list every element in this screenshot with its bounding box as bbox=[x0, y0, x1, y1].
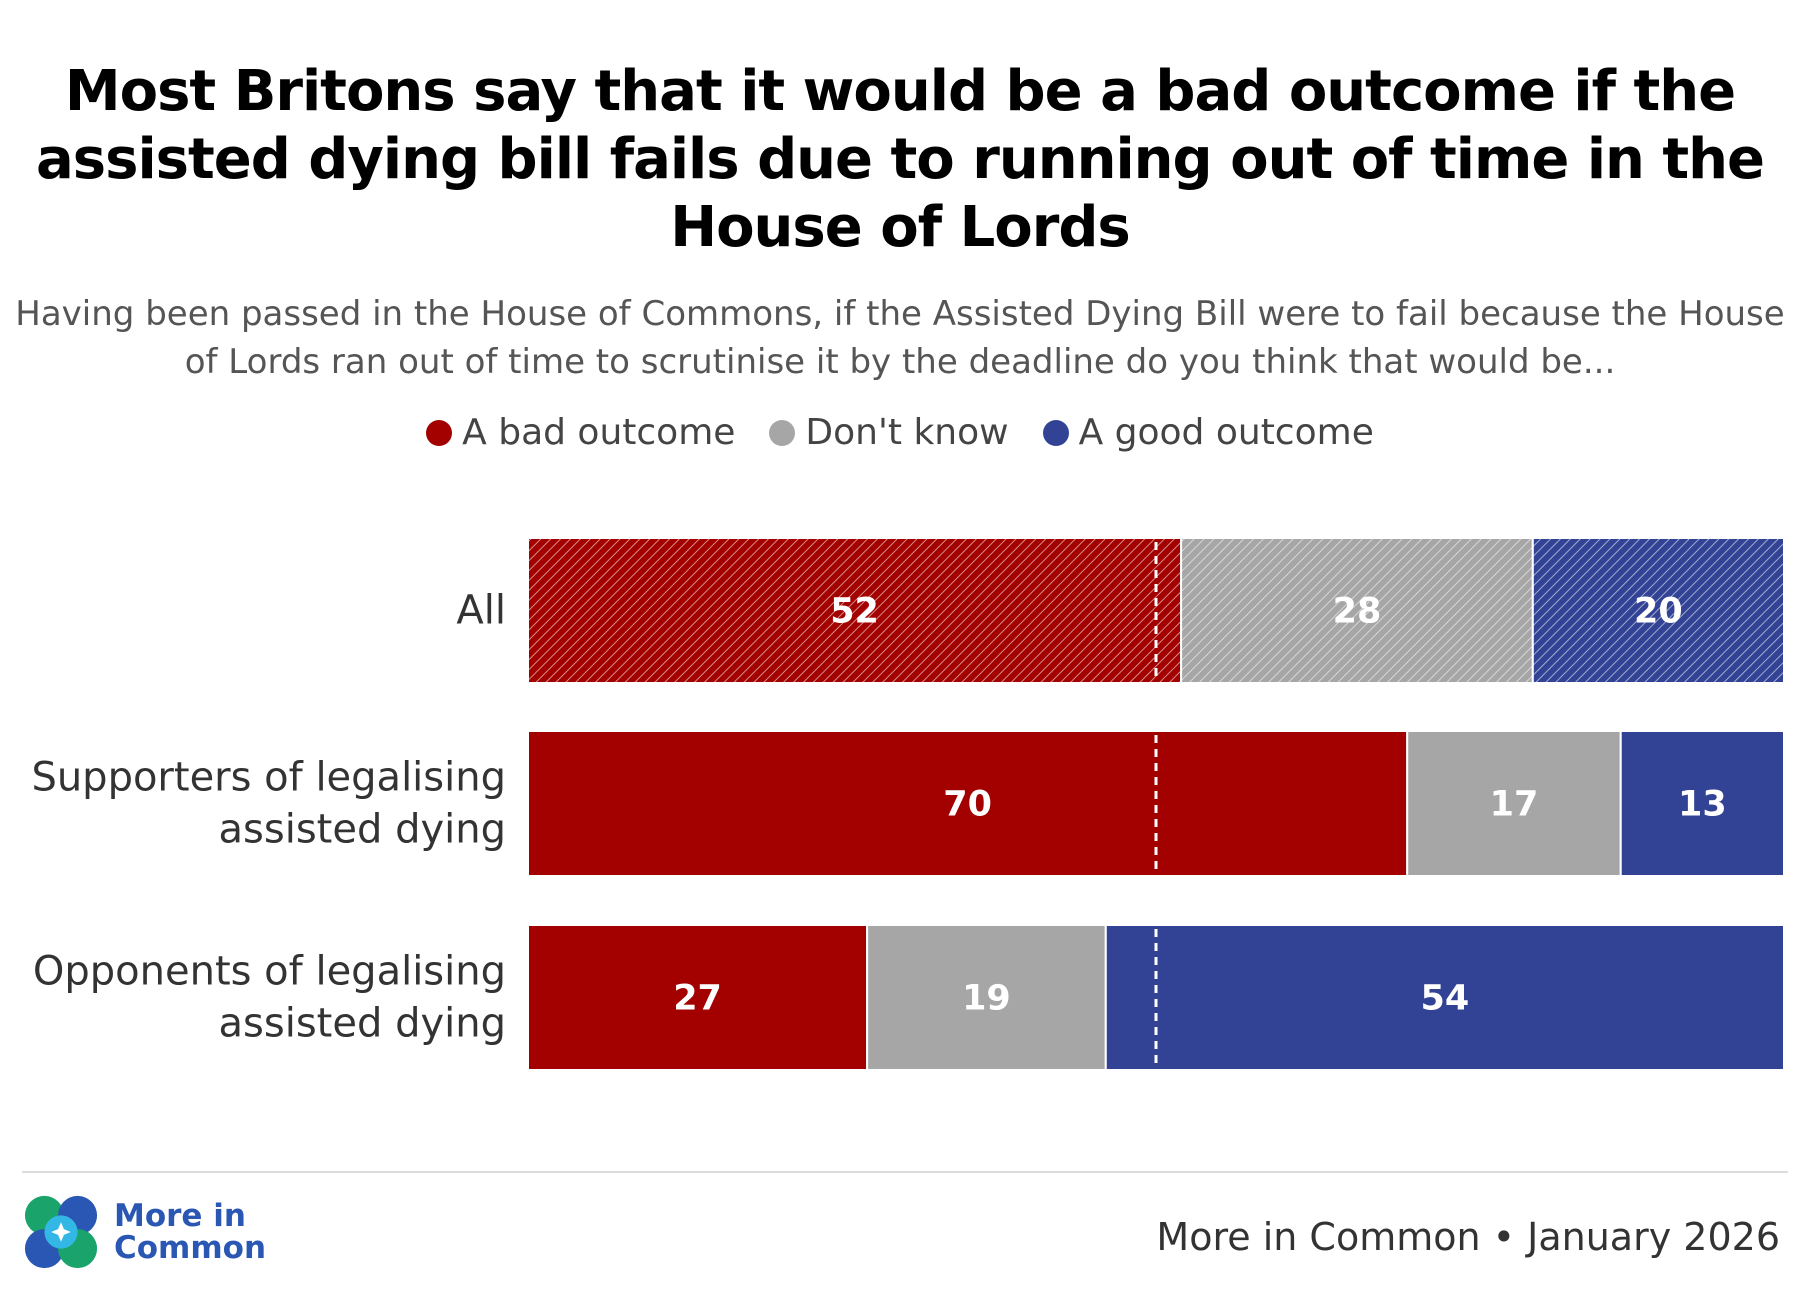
bar-value-label-good-0: 20 bbox=[1634, 592, 1683, 632]
category-label-1: Supporters of legalising assisted dying bbox=[31, 755, 506, 853]
footer-divider bbox=[22, 1171, 1788, 1173]
bar-value-label-bad-2: 27 bbox=[673, 979, 722, 1019]
logo-mark-icon bbox=[24, 1195, 98, 1269]
bar-value-label-good-1: 13 bbox=[1678, 785, 1727, 825]
bar-value-label-bad-1: 70 bbox=[943, 785, 992, 825]
legend-label-good: A good outcome bbox=[1078, 412, 1374, 453]
bar-value-label-dont-know-0: 28 bbox=[1333, 592, 1382, 632]
legend-label-bad: A bad outcome bbox=[462, 412, 736, 453]
category-label-0: All bbox=[456, 588, 506, 634]
bar-value-label-dont-know-2: 19 bbox=[962, 979, 1011, 1019]
source-credit: More in Common • January 2026 bbox=[1156, 1215, 1780, 1259]
legend-swatch-bad bbox=[426, 419, 453, 446]
legend-item-bad: A bad outcome bbox=[426, 412, 735, 453]
bar-dont-know-1 bbox=[1406, 730, 1622, 877]
legend-swatch-good bbox=[1042, 419, 1069, 446]
bar-good-1 bbox=[1619, 730, 1785, 877]
bar-dont-know-2 bbox=[866, 924, 1107, 1071]
logo-wordmark: More in Common bbox=[114, 1200, 266, 1264]
bar-value-label-bad-0: 52 bbox=[830, 592, 879, 632]
logo-line-1: More in bbox=[114, 1198, 246, 1234]
category-label-2: Opponents of legalising assisted dying bbox=[33, 949, 506, 1047]
legend-label-dont-know: Don't know bbox=[805, 412, 1009, 453]
chart-subtitle: Having been passed in the House of Commo… bbox=[15, 294, 1785, 382]
bar-bad-2 bbox=[527, 924, 869, 1071]
bar-good-0 bbox=[1531, 537, 1786, 684]
stacked-bar-chart: 52 28 20 All 70 17 13 Supporters of legalising a… bbox=[31, 537, 1786, 1071]
bar-bad-0 bbox=[527, 537, 1183, 684]
bar-good-2 bbox=[1104, 924, 1785, 1071]
bar-value-label-dont-know-1: 17 bbox=[1490, 785, 1539, 825]
bar-dont-know-0 bbox=[1180, 537, 1534, 684]
legend-item-good: A good outcome bbox=[1042, 412, 1374, 453]
bar-bad-1 bbox=[527, 730, 1409, 877]
legend-item-dont-know: Don't know bbox=[769, 412, 1009, 453]
legend-swatch-dont-know bbox=[769, 419, 796, 446]
logo-line-2: Common bbox=[114, 1230, 267, 1266]
legend: A bad outcome Don't know A good outcome bbox=[0, 412, 1800, 453]
bar-value-label-good-2: 54 bbox=[1421, 979, 1470, 1019]
chart-title: Most Britons say that it would be a bad … bbox=[35, 59, 1765, 260]
more-in-common-logo: More in Common bbox=[22, 1193, 266, 1271]
